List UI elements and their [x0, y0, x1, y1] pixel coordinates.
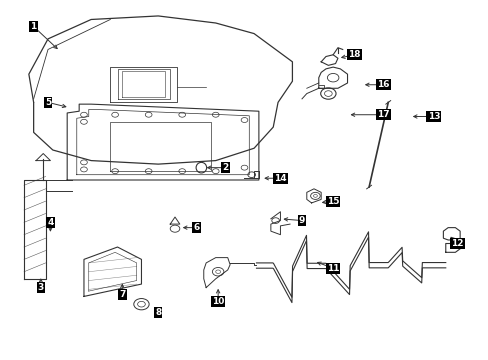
- Text: 16: 16: [376, 80, 389, 89]
- Text: 3: 3: [38, 283, 44, 292]
- Text: 1: 1: [30, 22, 37, 31]
- Text: 15: 15: [326, 197, 339, 206]
- Text: 10: 10: [211, 297, 224, 306]
- Text: 5: 5: [45, 98, 51, 107]
- Text: 14: 14: [274, 174, 286, 183]
- Text: 8: 8: [155, 308, 161, 317]
- Text: 9: 9: [298, 216, 305, 225]
- Text: 7: 7: [119, 290, 125, 299]
- Text: 17: 17: [376, 110, 389, 119]
- Text: 2: 2: [222, 163, 228, 172]
- Text: 6: 6: [193, 223, 199, 232]
- Text: 11: 11: [326, 264, 339, 273]
- Text: 18: 18: [348, 50, 360, 59]
- Text: 4: 4: [47, 218, 54, 227]
- Text: 13: 13: [427, 112, 439, 121]
- Text: 12: 12: [450, 239, 463, 248]
